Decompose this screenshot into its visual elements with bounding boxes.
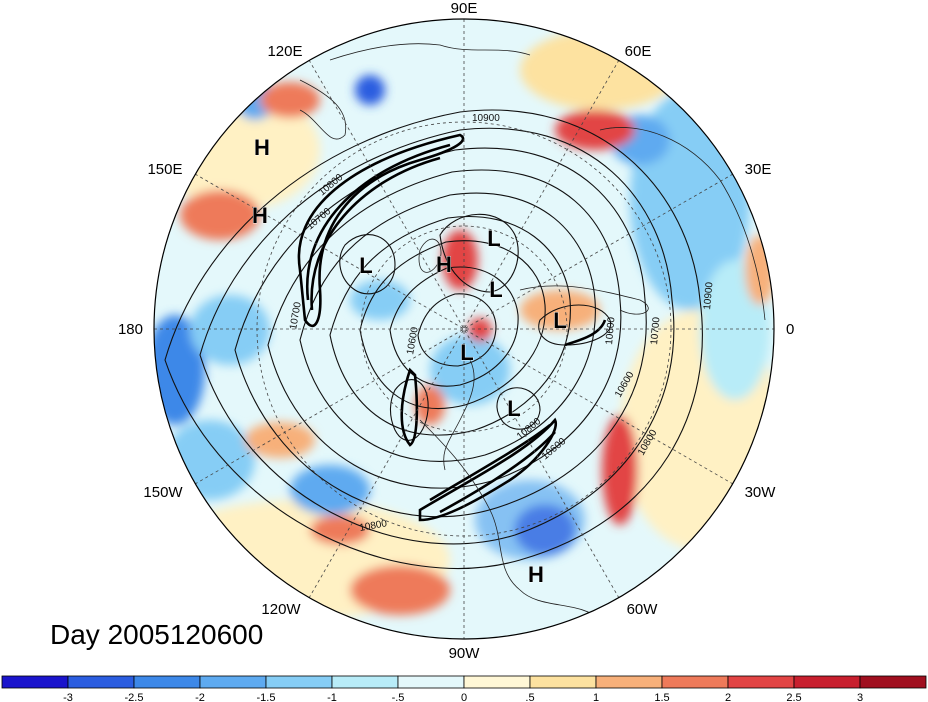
colorbar-box (265, 675, 333, 689)
colorbar-box (199, 675, 267, 689)
graticule (154, 19, 774, 639)
colorbar-box (595, 675, 663, 689)
colorbar (1, 675, 927, 689)
colorbar-box (859, 675, 927, 689)
colorbar-label: 1.5 (654, 692, 669, 702)
contour-label: 10700 (288, 301, 304, 331)
map-boundary (153, 18, 775, 640)
colorbar-label: -1 (327, 692, 337, 702)
lon-label-150w: 150W (143, 484, 183, 501)
low-pressure-marker: L (507, 396, 520, 421)
colorbar-box (331, 675, 399, 689)
low-pressure-marker: L (487, 226, 500, 251)
high-pressure-marker: H (528, 562, 544, 587)
contour-label: 10600 (405, 326, 421, 356)
colorbar-box (529, 675, 597, 689)
colorbar-box (727, 675, 795, 689)
colorbar-box (463, 675, 531, 689)
colorbar-box (133, 675, 201, 689)
colorbar-box (793, 675, 861, 689)
colorbar-label: -1.5 (257, 692, 276, 702)
contour-label: 10700 (649, 316, 662, 345)
coastlines (299, 43, 766, 621)
low-pressure-marker: L (553, 308, 566, 333)
contour-label: 10600 (604, 316, 617, 345)
lon-label-120e: 120E (267, 43, 302, 60)
colorbar-label: -3 (63, 692, 73, 702)
colorbar-label: -2 (195, 692, 205, 702)
longitude-labels: 90E 60E 30E 0 30W 60W 90W 120W 150W 180 … (118, 0, 794, 662)
colorbar-box (397, 675, 465, 689)
high-pressure-marker: H (436, 252, 452, 277)
colorbar-box (1, 675, 69, 689)
lon-label-90w: 90W (449, 645, 481, 662)
low-pressure-marker: L (359, 253, 372, 278)
lon-label-60w: 60W (627, 601, 659, 618)
low-pressure-marker: L (460, 340, 473, 365)
lon-label-30w: 30W (745, 484, 777, 501)
high-pressure-marker: H (252, 203, 268, 228)
colorbar-labels: -3 -2.5 -2 -1.5 -1 -.5 0 .5 1 1.5 2 2.5 3 (63, 692, 863, 702)
lon-label-90e: 90E (451, 0, 478, 17)
colorbar-label: 1 (593, 692, 599, 702)
pressure-systems: H H L H L L L L L H (252, 135, 567, 588)
colorbar-label: .5 (525, 692, 534, 702)
lon-label-150e: 150E (147, 161, 182, 178)
colorbar-label: 3 (857, 692, 863, 702)
lon-label-180: 180 (118, 321, 143, 338)
anomaly-shading (154, 19, 774, 639)
lon-label-30e: 30E (745, 161, 772, 178)
colorbar-box (661, 675, 729, 689)
contour-label: 10800 (359, 518, 389, 534)
lon-label-60e: 60E (625, 43, 652, 60)
contour-label: 10900 (472, 113, 500, 124)
colorbar-label: 2 (725, 692, 731, 702)
jet-stream-contours (297, 133, 607, 522)
low-pressure-marker: L (489, 277, 502, 302)
contour-label: 10900 (702, 281, 715, 310)
lon-label-120w: 120W (261, 601, 301, 618)
colorbar-label: -2.5 (125, 692, 144, 702)
lon-label-0: 0 (786, 321, 794, 338)
high-pressure-marker: H (254, 135, 270, 160)
colorbar-label: 0 (461, 692, 467, 702)
map-title: Day 2005120600 (50, 619, 264, 650)
height-contours (164, 109, 703, 569)
colorbar-label: 2.5 (786, 692, 801, 702)
colorbar-label: -.5 (392, 692, 405, 702)
colorbar-box (67, 675, 135, 689)
